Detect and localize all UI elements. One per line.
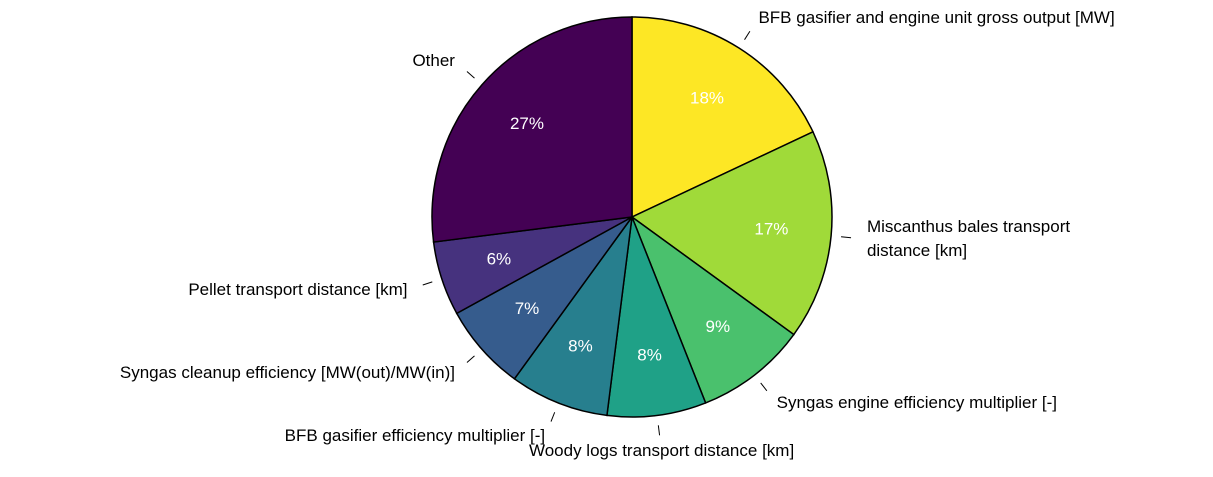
value-label: 18% [690, 88, 724, 107]
category-label: BFB gasifier and engine unit gross outpu… [758, 7, 1115, 27]
pie-slice [631, 16, 814, 219]
category-label: Syngas cleanup efficiency [MW(out)/MW(in… [119, 363, 455, 383]
value-label: 8% [637, 345, 662, 364]
leader-line [466, 71, 475, 79]
value-label: 6% [487, 250, 512, 269]
leader-line [422, 281, 433, 286]
category-label: Syngas engine efficiency multiplier [-] [776, 393, 1057, 413]
leader-line [744, 30, 751, 40]
leader-line [760, 382, 768, 392]
pie-slice [431, 16, 633, 243]
pie-slice [630, 214, 795, 404]
value-label: 8% [568, 337, 593, 356]
leader-line [841, 236, 852, 239]
leader-line [657, 425, 661, 436]
leader-line [466, 355, 475, 363]
pie-slice [513, 216, 633, 417]
category-label: Miscanthus bales transport distance [km] [866, 217, 1071, 261]
pie-slice [606, 216, 707, 418]
value-label: 17% [754, 220, 788, 239]
category-label: Pellet transport distance [km] [188, 279, 408, 299]
leader-line [550, 412, 556, 422]
pie-slice [630, 130, 833, 336]
category-label: BFB gasifier efficiency multiplier [-] [284, 426, 546, 446]
value-label: 7% [515, 299, 540, 318]
category-label: Other [412, 50, 455, 70]
category-label: Woody logs transport distance [km] [528, 441, 795, 461]
value-label: 27% [510, 114, 544, 133]
value-label: 9% [706, 317, 731, 336]
